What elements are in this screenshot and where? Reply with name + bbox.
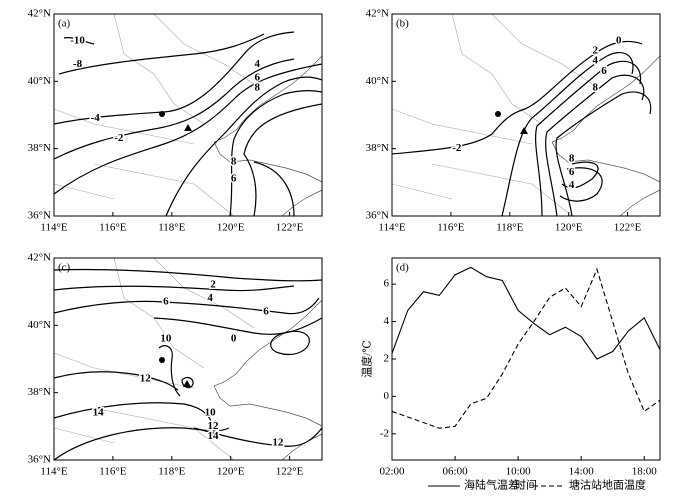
contour-label: -2 <box>452 142 462 154</box>
y-tick-label: 40°N <box>28 75 51 87</box>
x-tick-label: 122°E <box>276 466 304 478</box>
contour-label: 2 <box>592 45 598 57</box>
contour-label: 6 <box>231 172 237 184</box>
contour-label: -2 <box>114 132 124 144</box>
contour-label: 14 <box>208 430 220 442</box>
contour-label: 8 <box>254 82 260 94</box>
panel-label: (a) <box>58 18 71 30</box>
x-tick-label: 116°E <box>99 466 126 478</box>
contour-label: 6 <box>601 65 607 77</box>
plot-frame <box>391 257 661 461</box>
x-tick-label: 120°E <box>555 222 583 234</box>
y-tick-label: 36°N <box>366 210 389 222</box>
y-tick-label: 6 <box>384 278 390 290</box>
map-shapes <box>53 257 323 461</box>
y-tick-label: 38°N <box>28 386 51 398</box>
contour-label: 14 <box>93 406 105 418</box>
y-axis-label: 温度/℃ <box>360 340 374 377</box>
contour-label: 4 <box>592 55 598 67</box>
y-tick-label: 42°N <box>28 8 51 20</box>
x-axis-label: 时间 <box>515 479 537 492</box>
x-tick-label: 114°E <box>40 466 67 478</box>
x-tick-label: 02:00 <box>379 466 405 478</box>
contour-label: 12 <box>140 373 152 385</box>
x-tick-label: 118°E <box>158 222 185 234</box>
x-tick-label: 118°E <box>158 466 185 478</box>
y-tick-label: 38°N <box>366 142 389 154</box>
x-tick-label: 118°E <box>496 222 523 234</box>
contour-label: -10 <box>70 34 85 46</box>
x-tick-label: 120°E <box>217 222 245 234</box>
contour-label: 10 <box>160 332 172 344</box>
contour-label: -4 <box>91 112 101 124</box>
x-tick-label: 114°E <box>378 222 405 234</box>
contour-label: 8 <box>592 82 598 94</box>
x-tick-label: 120°E <box>217 466 245 478</box>
x-tick-label: 122°E <box>614 222 642 234</box>
contour-label: 8 <box>569 152 575 164</box>
legend-label: 海陆气温差; <box>464 478 522 492</box>
legend-label: 塘沽站地面温度 <box>569 478 646 492</box>
x-tick-label: 122°E <box>276 222 304 234</box>
contour-label: 4 <box>569 179 575 191</box>
x-tick-label: 18:00 <box>632 466 658 478</box>
y-tick-label: -2 <box>380 427 389 439</box>
contour-label: 6 <box>263 305 269 317</box>
map-shapes <box>53 13 323 217</box>
plot-frame <box>53 13 323 217</box>
contour-label: 6 <box>569 166 575 178</box>
contour-label: 6 <box>254 71 260 83</box>
plot-frame <box>391 13 661 217</box>
contour-label: 2 <box>210 278 216 290</box>
y-tick-label: 36°N <box>28 210 51 222</box>
contour-label: 0 <box>616 34 622 46</box>
contour-label: 10 <box>205 406 217 418</box>
series-line <box>391 267 661 429</box>
x-tick-label: 116°E <box>99 222 126 234</box>
contour-label: -8 <box>73 58 83 70</box>
y-tick-label: 38°N <box>28 142 51 154</box>
panel-label: (b) <box>396 18 409 30</box>
x-tick-label: 06:00 <box>443 466 469 478</box>
panel-label: (d) <box>396 262 409 274</box>
panel-label: (c) <box>58 262 71 274</box>
x-tick-label: 116°E <box>437 222 464 234</box>
contour-label: 12 <box>272 437 284 449</box>
y-tick-label: 0 <box>384 390 390 402</box>
y-tick-label: 42°N <box>28 252 51 264</box>
contour-label: 4 <box>207 292 213 304</box>
series-line <box>391 266 661 360</box>
contour-label: 12 <box>208 420 220 432</box>
contour-label: 6 <box>163 295 169 307</box>
y-tick-label: 40°N <box>28 319 51 331</box>
plot-frame <box>53 257 323 461</box>
x-tick-label: 14:00 <box>569 466 595 478</box>
y-tick-label: 42°N <box>366 8 389 20</box>
y-tick-label: 4 <box>384 315 390 327</box>
contour-label: 8 <box>231 156 237 168</box>
contour-label: 0 <box>231 332 237 344</box>
y-tick-label: 40°N <box>366 75 389 87</box>
y-tick-label: 36°N <box>28 454 51 466</box>
x-tick-label: 10:00 <box>506 466 532 478</box>
y-tick-label: 2 <box>384 353 390 365</box>
x-tick-label: 114°E <box>40 222 67 234</box>
map-shapes <box>391 13 661 217</box>
contour-label: 4 <box>254 58 260 70</box>
